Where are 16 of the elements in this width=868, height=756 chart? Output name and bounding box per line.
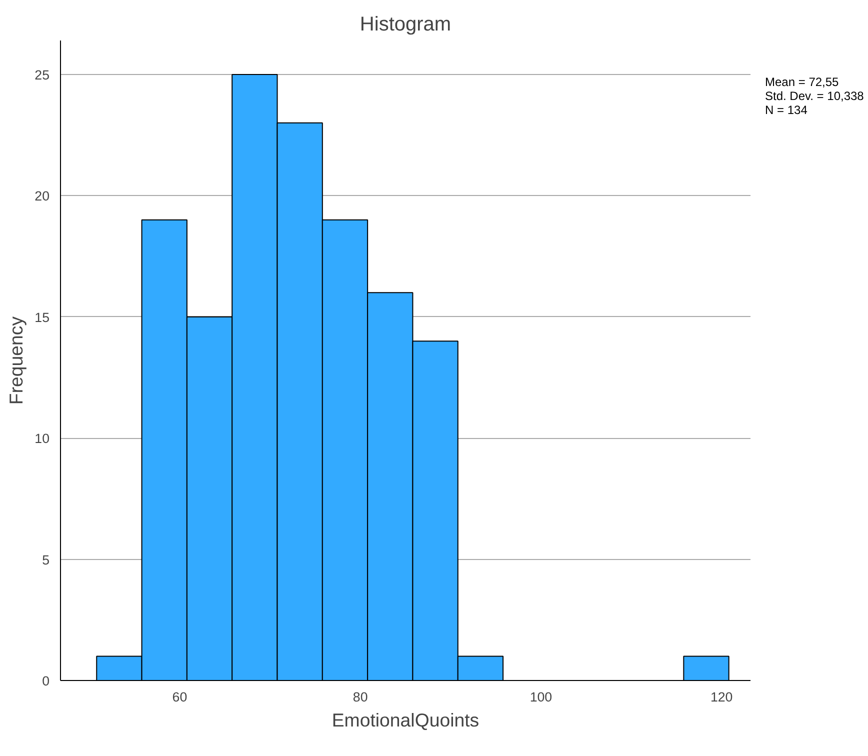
y-tick-label: 0 [42, 674, 50, 688]
text: Std. Dev. = 10,338 [765, 89, 864, 103]
y-tick-label: 15 [34, 310, 50, 325]
y-tick-label: 10 [34, 431, 50, 446]
x-axis-title: EmotionalQuoints [332, 710, 480, 730]
x-tick-label: 100 [530, 690, 552, 704]
chart-title: Histogram [360, 14, 452, 36]
y-tick-label: 20 [34, 188, 50, 204]
text: N = 134 [765, 103, 808, 117]
text: Mean = 72,55 [765, 75, 839, 89]
x-tick-label: 120 [710, 690, 733, 704]
y-tick-label: 5 [42, 552, 50, 568]
x-tick-label: 80 [352, 690, 368, 704]
x-tick-label: 60 [172, 690, 188, 704]
y-tick-label: 25 [34, 67, 50, 82]
y-axis-title: Frequency [6, 316, 27, 405]
